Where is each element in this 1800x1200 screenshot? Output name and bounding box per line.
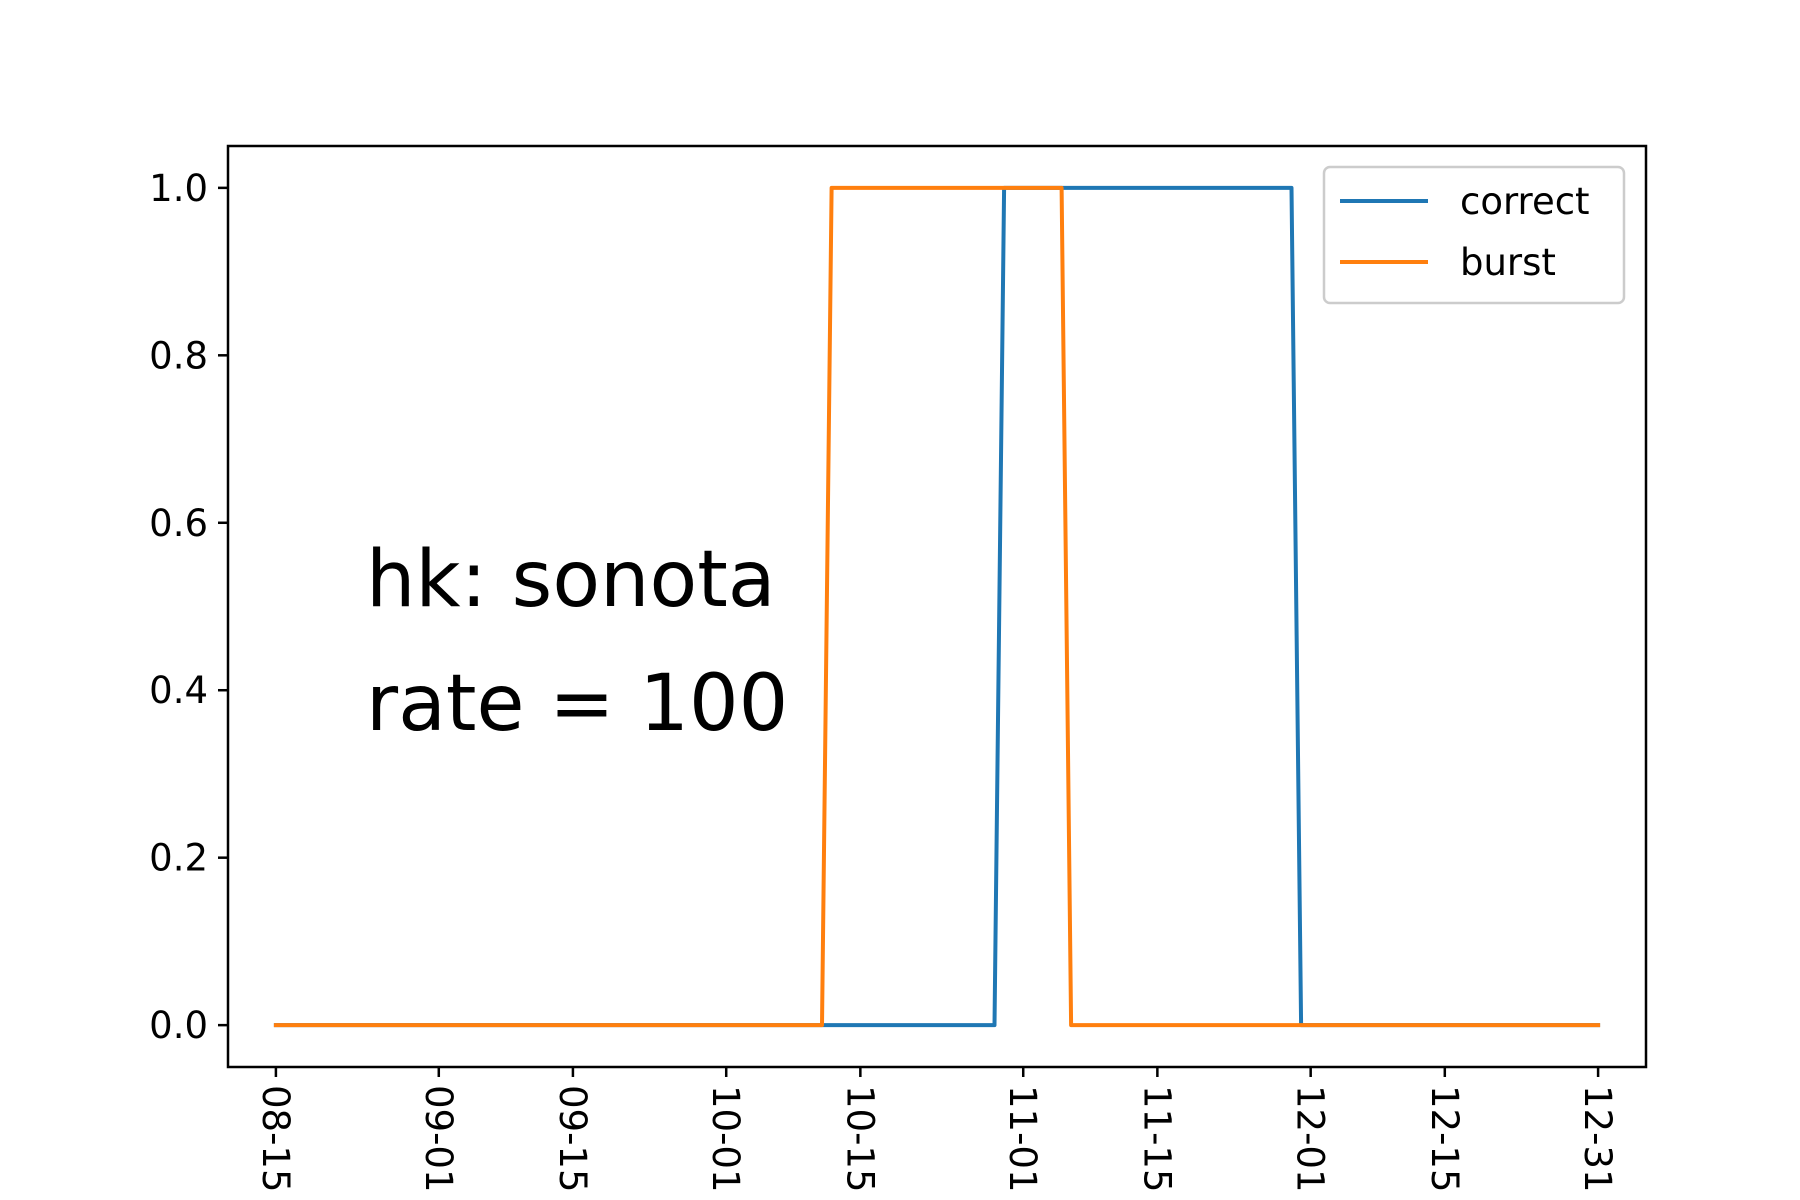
plot-frame (226, 144, 1648, 1069)
x-tick-label: 10-01 (704, 1085, 747, 1193)
y-tick-label: 0.0 (149, 1004, 208, 1047)
y-tick-label: 0.8 (149, 334, 208, 377)
y-tick-label: 1.0 (149, 167, 208, 210)
y-tick-label: 0.4 (149, 669, 208, 712)
x-tick-label: 12-15 (1423, 1085, 1466, 1193)
annotation-layer: hk: sonota rate = 100 (366, 535, 788, 749)
x-tick-label: 10-15 (838, 1085, 881, 1193)
annotation-rate: rate = 100 (366, 659, 788, 749)
x-tick-label: 11-15 (1135, 1085, 1178, 1193)
legend-label-burst: burst (1460, 241, 1556, 284)
x-tick-label: 12-31 (1576, 1085, 1619, 1193)
x-axis: 08-15 09-01 09-15 10-01 10-15 11-01 11-15 12-01… (254, 1067, 1619, 1193)
x-tick-label: 12-01 (1289, 1085, 1332, 1193)
x-tick-label: 09-15 (551, 1085, 594, 1193)
x-tick-label: 09-01 (417, 1085, 460, 1193)
series-line-burst (273, 185, 1601, 1028)
y-tick-label: 0.6 (149, 502, 208, 545)
x-tick-label: 11-01 (1001, 1085, 1044, 1193)
annotation-hk: hk: sonota (366, 535, 776, 625)
legend: correct burst (1322, 165, 1626, 305)
x-tick-label: 08-15 (254, 1085, 297, 1193)
legend-label-correct: correct (1460, 180, 1590, 223)
y-axis: 0.0 0.2 0.4 0.6 0.8 1.0 (149, 167, 228, 1047)
y-tick-label: 0.2 (149, 837, 208, 880)
series-layer (273, 185, 1601, 1028)
